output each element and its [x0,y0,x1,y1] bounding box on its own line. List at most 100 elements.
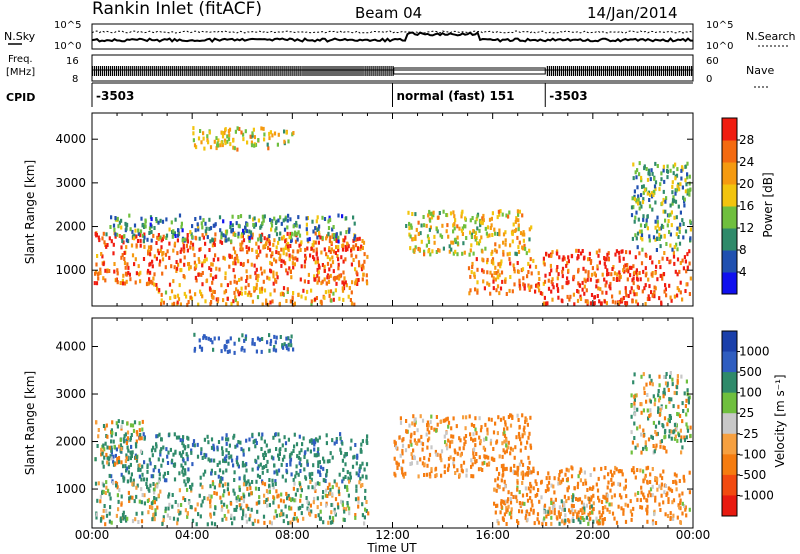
data-cell [276,142,279,147]
data-cell [629,265,632,270]
data-cell [470,270,473,275]
data-cell [318,233,321,238]
x-tick-label: 20:00 [576,528,611,542]
data-cell [277,218,280,223]
data-cell [284,441,288,446]
data-cell [462,415,465,420]
data-cell [658,226,661,231]
data-cell [219,228,222,233]
data-cell [326,485,330,490]
data-cell [122,516,125,521]
data-cell [588,486,592,491]
data-cell [337,245,340,249]
data-cell [270,455,274,460]
data-cell [658,383,661,388]
nave-bar [132,66,134,76]
data-cell [475,217,478,222]
data-cell [551,297,554,302]
data-cell [515,495,518,500]
data-cell [648,490,651,495]
data-cell [166,471,170,475]
data-cell [642,469,645,474]
y-tick-label: 4000 [55,340,86,354]
data-cell [313,486,316,491]
data-cell [656,223,659,228]
data-cell [258,337,261,342]
data-cell [280,511,283,516]
data-cell [653,449,656,454]
data-cell [644,224,647,228]
nave-bar [170,66,172,76]
data-cell [261,302,264,307]
data-cell [112,459,115,464]
data-cell [120,494,123,499]
data-cell [683,391,686,396]
data-cell [498,484,501,489]
data-cell [464,216,467,221]
data-cell [668,434,671,439]
data-cell [598,299,601,304]
data-cell [139,449,143,454]
data-cell [123,257,126,261]
data-cell [355,254,358,259]
data-cell [219,479,223,484]
data-cell [327,289,330,294]
data-cell [357,260,361,265]
data-cell [220,507,223,512]
nave-bar [150,66,152,76]
cpid-segment-label: normal (fast) 151 [397,89,515,103]
data-cell [354,281,357,286]
data-cell [506,508,509,513]
noise-panel-frame [91,23,694,50]
data-cell [469,432,472,437]
data-cell [452,251,455,256]
nave-bar [560,66,562,76]
data-cell [514,470,517,475]
data-cell [261,221,264,226]
data-cell [119,443,122,448]
data-cell [154,448,157,453]
data-cell [503,467,506,472]
data-cell [292,486,295,491]
data-cell [284,478,287,483]
data-cell [231,214,234,219]
data-cell [534,479,537,484]
data-cell [186,511,189,516]
data-cell [635,210,638,215]
data-cell [655,264,658,269]
data-cell [293,498,296,503]
data-cell [410,442,413,447]
data-cell [254,223,257,227]
data-cell [676,257,680,262]
data-cell [479,428,483,433]
data-cell [233,470,236,475]
data-cell [507,504,510,509]
data-cell [125,279,128,284]
data-cell [142,432,145,437]
data-cell [244,129,247,134]
colorbar-tick-label: 4 [739,265,747,279]
nave-bar [590,66,592,76]
data-cell [306,506,309,511]
data-cell [164,290,168,295]
data-cell [341,214,344,219]
nave-bar [358,66,360,76]
data-cell [176,521,179,526]
data-cell [666,223,669,228]
data-cell [641,184,644,189]
data-cell [648,168,651,173]
data-cell [303,279,306,284]
nave-bar [192,66,194,76]
data-cell [633,292,636,297]
data-cell [520,268,523,273]
data-cell [190,232,193,237]
data-cell [337,489,340,494]
data-cell [491,233,494,237]
data-cell [584,478,587,483]
data-cell [183,237,186,242]
data-cell [675,173,679,178]
data-cell [592,501,595,506]
data-cell [241,333,244,338]
data-cell [496,519,499,524]
data-cell [603,299,606,304]
